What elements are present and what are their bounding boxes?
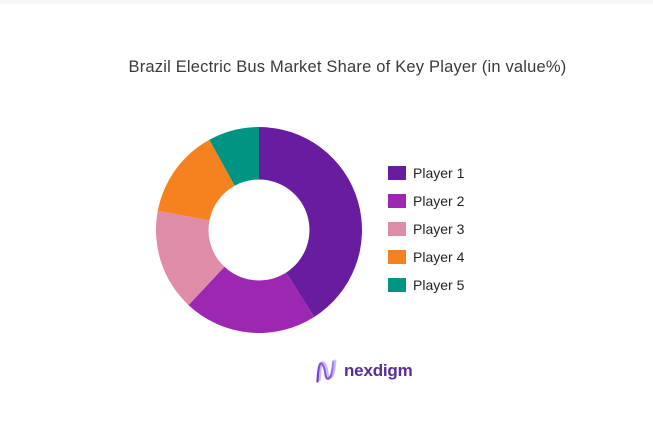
legend-swatch-icon — [388, 166, 406, 180]
legend-swatch-icon — [388, 250, 406, 264]
legend-swatch-icon — [388, 194, 406, 208]
legend-item-player-5: Player 5 — [388, 278, 464, 292]
chart-legend: Player 1 Player 2 Player 3 Player 4 Player 5 — [388, 166, 464, 306]
legend-label: Player 1 — [413, 165, 465, 181]
legend-label: Player 3 — [413, 221, 465, 237]
legend-label: Player 5 — [413, 277, 465, 293]
chart-title: Brazil Electric Bus Market Share of Key … — [128, 58, 567, 76]
brand-footer: nexdigm — [313, 357, 413, 385]
legend-label: Player 2 — [413, 193, 465, 209]
donut-slice-player-1 — [259, 127, 363, 317]
donut-chart — [155, 127, 363, 334]
brand-name: nexdigm — [344, 361, 413, 380]
legend-item-player-4: Player 4 — [388, 250, 464, 264]
legend-swatch-icon — [388, 278, 406, 292]
legend-label: Player 4 — [413, 249, 465, 265]
legend-item-player-3: Player 3 — [388, 222, 464, 236]
donut-slice-player-5 — [209, 127, 259, 186]
donut-slice-player-4 — [157, 139, 235, 221]
legend-item-player-1: Player 1 — [388, 166, 464, 180]
top-border-strip — [0, 0, 653, 4]
donut-slice-player-3 — [155, 210, 225, 306]
legend-item-player-2: Player 2 — [388, 194, 464, 208]
legend-swatch-icon — [388, 222, 406, 236]
donut-slice-player-2 — [188, 266, 315, 334]
nexdigm-logo-icon — [316, 359, 337, 383]
